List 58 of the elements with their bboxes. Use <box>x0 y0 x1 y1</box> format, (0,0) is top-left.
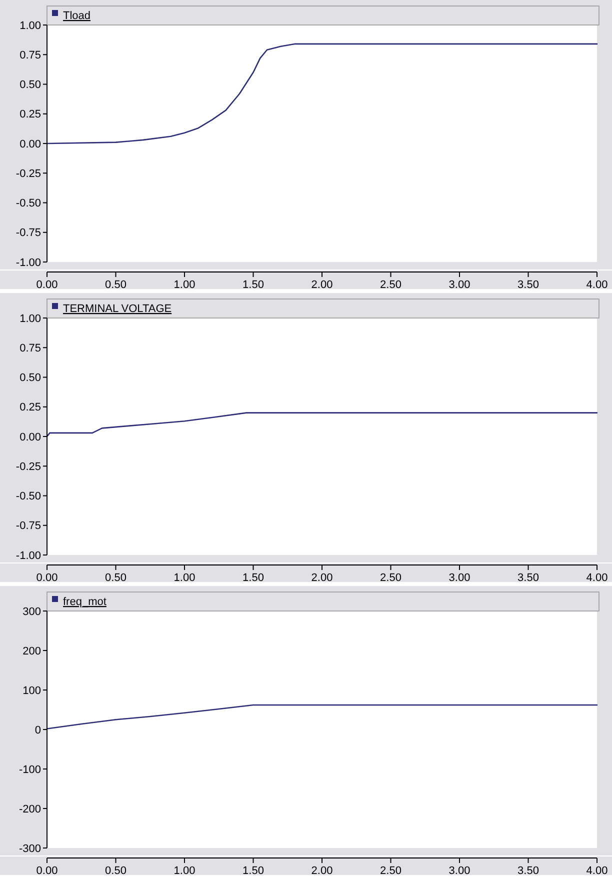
x-tick-label: 0.00 <box>36 279 58 291</box>
y-tick-label: -0.25 <box>16 460 41 473</box>
y-tick-label: 0.75 <box>20 49 41 62</box>
y-tick-label: 100 <box>22 684 41 697</box>
y-tick-label: 300 <box>22 606 41 618</box>
x-tick-label: 0.00 <box>36 572 58 584</box>
y-tick-label: 0.00 <box>20 138 41 150</box>
y-tick-label: -300 <box>18 842 41 855</box>
legend-label: TERMINAL VOLTAGE <box>63 303 172 315</box>
y-tick-label: 0.50 <box>20 79 41 92</box>
x-tick-label: 2.00 <box>311 279 333 291</box>
y-tick-label: -1.00 <box>16 550 41 562</box>
line-series <box>46 43 598 144</box>
x-tick-label: 1.00 <box>174 865 196 877</box>
x-tick-label: 0.00 <box>36 865 58 877</box>
x-tick-label: 3.50 <box>518 572 539 584</box>
x-tick-label: 2.00 <box>311 572 333 584</box>
x-tick-label: 4.00 <box>586 279 608 291</box>
line-series <box>46 704 598 730</box>
y-tick-label: 0.25 <box>20 108 41 121</box>
x-tick-label: 1.50 <box>242 865 264 877</box>
y-tick-label: -0.50 <box>16 198 41 210</box>
x-tick-label: 1.00 <box>174 572 196 584</box>
y-tick-label: -0.75 <box>16 227 41 240</box>
x-tick-label: 3.50 <box>518 865 539 877</box>
y-tick-label: 1.00 <box>20 20 41 32</box>
x-tick-label: 3.00 <box>448 279 470 291</box>
y-tick-label: 0.00 <box>20 431 41 444</box>
x-tick-label: 0.50 <box>105 279 126 291</box>
legend-label: freq_mot <box>63 596 106 608</box>
x-tick-label: 0.50 <box>105 865 126 877</box>
x-tick-label: 3.00 <box>448 572 470 584</box>
line-series <box>46 412 598 438</box>
x-tick-label: 1.50 <box>242 279 264 291</box>
y-tick-label: 0.75 <box>20 342 41 354</box>
y-tick-label: -0.25 <box>16 168 41 180</box>
y-tick-label: 0.50 <box>20 372 41 384</box>
x-tick-label: 3.50 <box>518 279 539 291</box>
x-tick-label: 1.50 <box>242 572 264 584</box>
x-tick-label: 4.00 <box>586 865 608 877</box>
y-tick-label: 200 <box>22 645 41 658</box>
x-tick-label: 4.00 <box>586 572 608 584</box>
y-tick-label: 1.00 <box>20 312 41 325</box>
y-tick-label: 0 <box>34 724 41 736</box>
legend-label: Tload <box>63 10 91 22</box>
x-tick-label: 0.50 <box>105 572 126 584</box>
x-tick-label: 2.50 <box>380 279 402 291</box>
y-tick-label: -100 <box>18 764 41 776</box>
x-tick-label: 2.50 <box>380 865 402 877</box>
y-tick-label: -200 <box>18 803 41 816</box>
x-tick-label: 1.00 <box>174 279 196 291</box>
y-tick-label: -0.75 <box>16 520 41 532</box>
y-tick-label: 0.25 <box>20 402 41 414</box>
x-tick-label: 3.00 <box>448 865 470 877</box>
x-tick-label: 2.00 <box>311 865 333 877</box>
x-tick-label: 2.50 <box>380 572 402 584</box>
y-tick-label: -0.50 <box>16 490 41 503</box>
y-tick-label: -1.00 <box>16 256 41 269</box>
